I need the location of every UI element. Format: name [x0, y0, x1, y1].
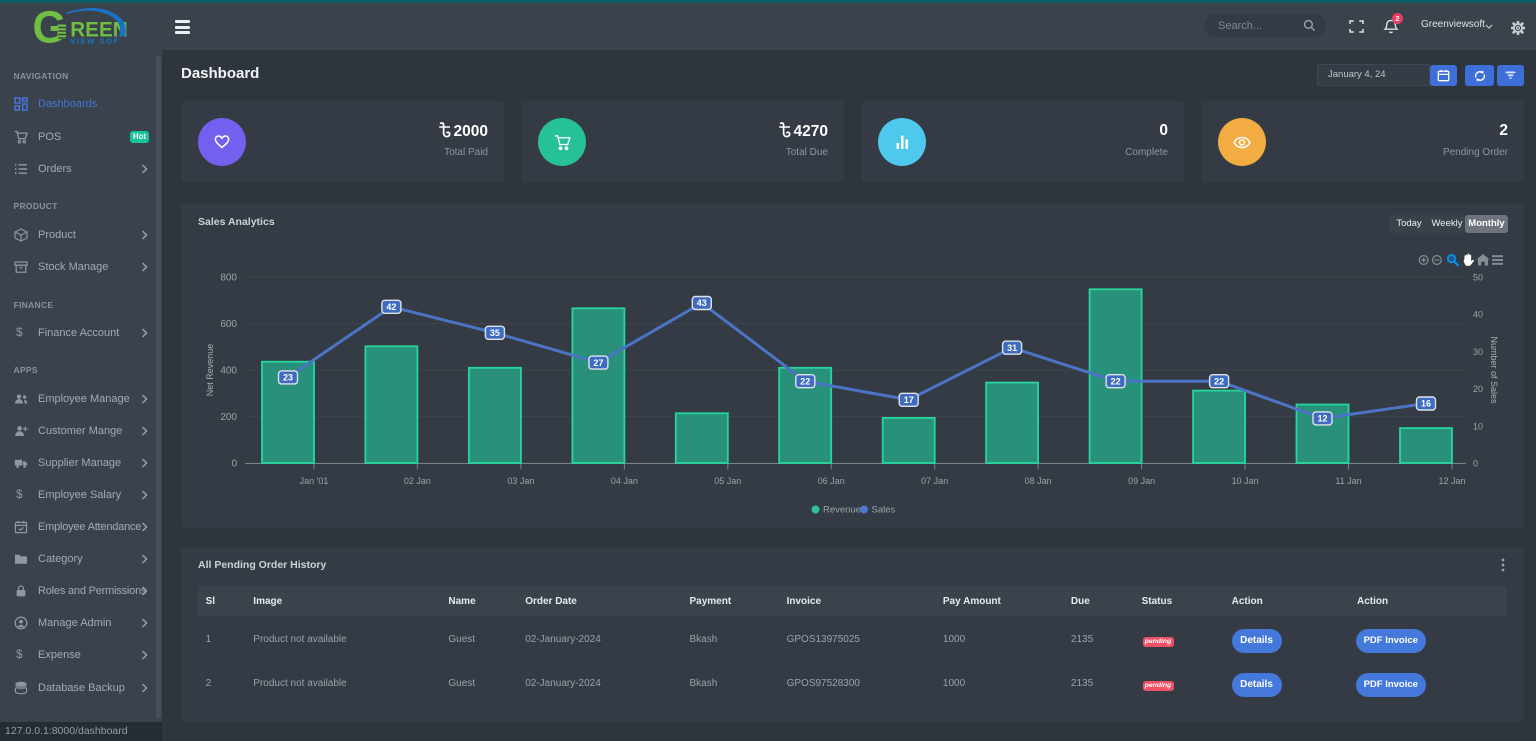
svg-text:Sales: Sales	[872, 505, 896, 516]
svg-text:42: 42	[386, 302, 396, 312]
svg-text:04 Jan: 04 Jan	[611, 476, 638, 486]
svg-text:Net Revenue: Net Revenue	[205, 344, 215, 397]
svg-text:Jan '01: Jan '01	[300, 476, 329, 486]
svg-text:03 Jan: 03 Jan	[507, 476, 534, 486]
svg-text:12: 12	[1317, 414, 1327, 424]
svg-text:11 Jan: 11 Jan	[1335, 476, 1361, 486]
svg-text:Revenue: Revenue	[823, 505, 861, 516]
svg-text:10: 10	[1473, 421, 1483, 431]
svg-text:10 Jan: 10 Jan	[1232, 476, 1259, 486]
svg-text:800: 800	[220, 273, 237, 284]
svg-text:22: 22	[1111, 376, 1121, 386]
svg-text:27: 27	[593, 358, 603, 368]
svg-text:23: 23	[283, 373, 293, 383]
svg-text:50: 50	[1473, 273, 1483, 283]
svg-text:05 Jan: 05 Jan	[714, 476, 741, 486]
svg-text:08 Jan: 08 Jan	[1025, 476, 1052, 486]
svg-text:22: 22	[800, 376, 810, 386]
svg-text:31: 31	[1007, 343, 1017, 353]
svg-text:0: 0	[231, 459, 237, 470]
svg-text:40: 40	[1473, 310, 1483, 320]
svg-text:35: 35	[490, 328, 500, 338]
svg-text:02 Jan: 02 Jan	[404, 476, 431, 486]
svg-text:17: 17	[904, 395, 914, 405]
svg-text:600: 600	[220, 319, 237, 330]
svg-text:07 Jan: 07 Jan	[921, 476, 948, 486]
svg-text:VIEW SOF: VIEW SOF	[70, 36, 120, 45]
svg-text:43: 43	[697, 298, 707, 308]
svg-text:06 Jan: 06 Jan	[818, 476, 845, 486]
svg-text:22: 22	[1214, 376, 1224, 386]
svg-text:Number of Sales: Number of Sales	[1489, 336, 1499, 404]
svg-text:0: 0	[1473, 459, 1478, 469]
svg-text:12 Jan: 12 Jan	[1438, 476, 1465, 486]
svg-text:200: 200	[220, 412, 237, 423]
svg-text:30: 30	[1473, 347, 1483, 357]
svg-text:400: 400	[220, 366, 237, 377]
svg-text:16: 16	[1421, 399, 1431, 409]
svg-text:09 Jan: 09 Jan	[1128, 476, 1155, 486]
svg-text:20: 20	[1473, 384, 1483, 394]
